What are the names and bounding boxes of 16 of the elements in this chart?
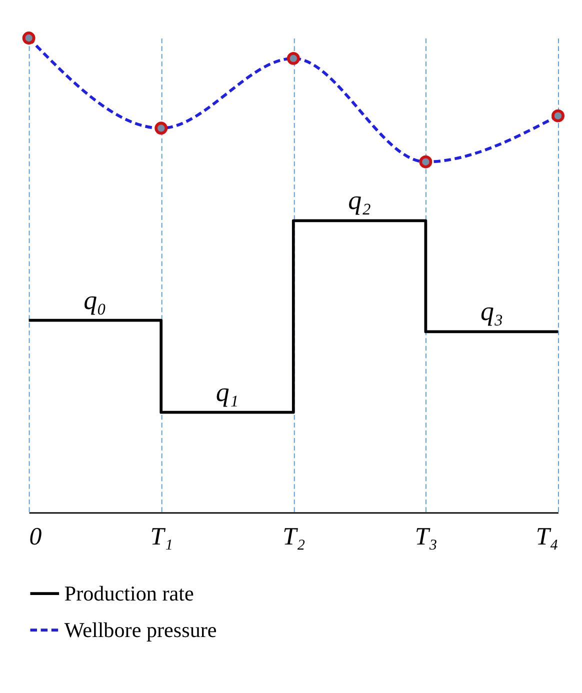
- legend-label: Production rate: [64, 581, 194, 606]
- annotation: q₁: [216, 376, 239, 407]
- annotation: q₂: [348, 185, 371, 216]
- x-tick-label: T₂: [282, 524, 306, 551]
- point: [419, 155, 432, 168]
- x-tick-label: 0: [29, 524, 42, 551]
- point: [154, 122, 168, 135]
- legend-label: Wellbore pressure: [64, 618, 217, 642]
- x-tick-label: T₁: [150, 524, 173, 551]
- x-tick-label: T₃: [414, 524, 438, 551]
- annotation: q₃: [480, 296, 504, 326]
- point: [552, 109, 564, 122]
- point: [286, 52, 300, 65]
- annotation: q₀: [84, 284, 106, 315]
- x-tick-label: T₄: [536, 524, 558, 551]
- point: [22, 32, 36, 44]
